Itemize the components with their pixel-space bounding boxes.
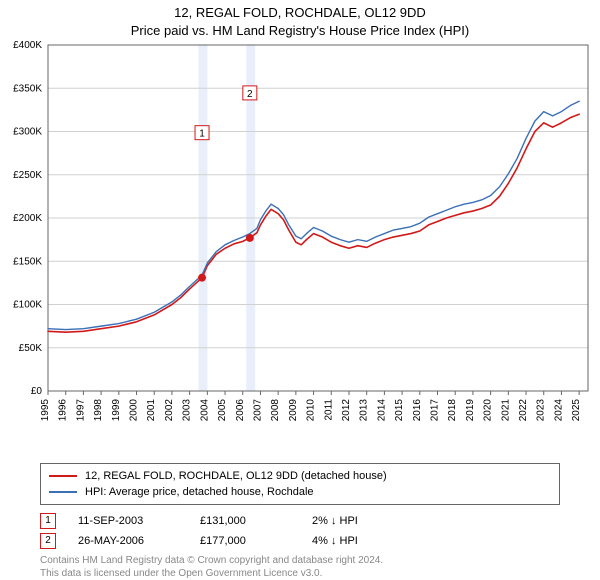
sale-diff-0: 2% ↓ HPI	[312, 515, 422, 527]
sale-price-0: £131,000	[200, 515, 290, 527]
sale-row-1: 2 26-MAY-2006 £177,000 4% ↓ HPI	[40, 531, 560, 551]
svg-text:2003: 2003	[182, 399, 193, 422]
legend-label-1: HPI: Average price, detached house, Roch…	[85, 486, 314, 498]
sales-table: 1 11-SEP-2003 £131,000 2% ↓ HPI 2 26-MAY…	[40, 511, 560, 551]
svg-text:2009: 2009	[288, 399, 299, 422]
svg-text:2020: 2020	[483, 399, 494, 422]
svg-text:2012: 2012	[341, 399, 352, 422]
price-chart: £0 £50K £100K £150K £200K £250K £300K £350K £400…	[0, 39, 600, 459]
chart-svg: £0 £50K £100K £150K £200K £250K £300K £350K £400…	[0, 39, 600, 439]
sale-index-1: 2	[40, 533, 56, 549]
svg-text:2014: 2014	[376, 399, 387, 422]
svg-text:1997: 1997	[75, 399, 86, 422]
svg-text:2019: 2019	[465, 399, 476, 422]
svg-text:2011: 2011	[323, 399, 334, 421]
svg-text:2022: 2022	[518, 399, 529, 422]
legend-label-0: 12, REGAL FOLD, ROCHDALE, OL12 9DD (deta…	[85, 470, 387, 482]
legend: 12, REGAL FOLD, ROCHDALE, OL12 9DD (deta…	[40, 463, 560, 505]
svg-text:£50K: £50K	[19, 343, 43, 354]
svg-text:1998: 1998	[93, 399, 104, 422]
legend-swatch-0	[49, 475, 77, 477]
footer-line-2: This data is licensed under the Open Gov…	[40, 568, 560, 580]
svg-text:£100K: £100K	[13, 300, 42, 311]
svg-text:1: 1	[199, 129, 205, 140]
svg-text:2021: 2021	[500, 399, 511, 422]
title-line-2: Price paid vs. HM Land Registry's House …	[0, 22, 600, 40]
sale-price-1: £177,000	[200, 535, 290, 547]
svg-text:£0: £0	[31, 386, 43, 397]
chart-title: 12, REGAL FOLD, ROCHDALE, OL12 9DD Price…	[0, 0, 600, 39]
svg-text:2016: 2016	[412, 399, 423, 422]
legend-row-0: 12, REGAL FOLD, ROCHDALE, OL12 9DD (deta…	[49, 468, 551, 484]
svg-text:£350K: £350K	[13, 83, 42, 94]
svg-text:2015: 2015	[394, 399, 405, 422]
sale-diff-1: 4% ↓ HPI	[312, 535, 422, 547]
svg-text:2: 2	[247, 89, 253, 100]
legend-swatch-1	[49, 491, 77, 493]
svg-text:2001: 2001	[146, 399, 157, 422]
svg-text:1996: 1996	[58, 399, 69, 422]
svg-text:2004: 2004	[199, 399, 210, 422]
svg-text:£300K: £300K	[13, 127, 42, 138]
svg-text:£400K: £400K	[13, 40, 42, 51]
svg-text:2023: 2023	[536, 399, 547, 422]
svg-text:1999: 1999	[111, 399, 122, 422]
svg-text:2013: 2013	[359, 399, 370, 422]
svg-text:1995: 1995	[40, 399, 51, 422]
footer: Contains HM Land Registry data © Crown c…	[40, 555, 560, 580]
svg-text:2018: 2018	[447, 399, 458, 422]
svg-text:£250K: £250K	[13, 170, 42, 181]
sale-date-0: 11-SEP-2003	[78, 515, 178, 527]
svg-text:£200K: £200K	[13, 213, 42, 224]
footer-line-1: Contains HM Land Registry data © Crown c…	[40, 555, 560, 568]
sale-index-0: 1	[40, 513, 56, 529]
svg-text:2025: 2025	[571, 399, 582, 422]
svg-text:2002: 2002	[164, 399, 175, 422]
svg-text:£150K: £150K	[13, 256, 42, 267]
svg-text:2000: 2000	[129, 399, 140, 422]
title-line-1: 12, REGAL FOLD, ROCHDALE, OL12 9DD	[0, 4, 600, 22]
svg-text:2008: 2008	[270, 399, 281, 422]
svg-text:2007: 2007	[252, 399, 263, 422]
svg-text:2005: 2005	[217, 399, 228, 422]
legend-row-1: HPI: Average price, detached house, Roch…	[49, 484, 551, 500]
sale-date-1: 26-MAY-2006	[78, 535, 178, 547]
svg-text:2024: 2024	[553, 399, 564, 422]
svg-text:2010: 2010	[306, 399, 317, 422]
svg-text:2017: 2017	[430, 399, 441, 422]
sale-row-0: 1 11-SEP-2003 £131,000 2% ↓ HPI	[40, 511, 560, 531]
svg-text:2006: 2006	[235, 399, 246, 422]
